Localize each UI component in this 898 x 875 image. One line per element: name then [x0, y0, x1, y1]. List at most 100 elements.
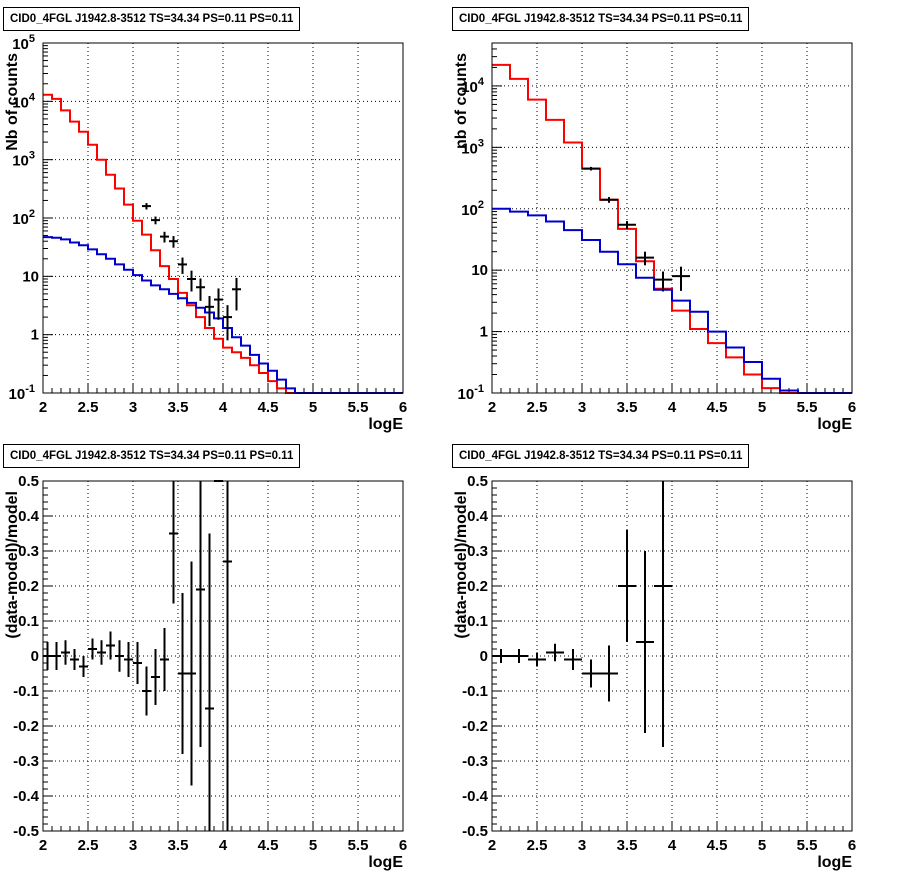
y-tick-label: 103	[12, 150, 35, 170]
y-tick-label: 0	[480, 648, 488, 665]
data-point	[196, 481, 205, 747]
y-tick-label: 104	[461, 76, 485, 96]
data-point	[600, 645, 618, 702]
data-point	[88, 638, 97, 660]
data-point	[160, 628, 169, 691]
data-point	[528, 652, 546, 667]
x-axis-label: logE	[817, 416, 852, 433]
histogram-series-1	[492, 207, 852, 394]
data-point	[492, 649, 510, 663]
chart-panel-3: 2 2.5 3 3.5 4 4.5 5 5.5 6 -0.5 -0.4 -0.3 -0.2 -0.1 0 0.…	[453, 473, 856, 871]
data-point	[178, 257, 187, 274]
y-tick-label: 102	[12, 208, 35, 228]
data-point	[187, 270, 196, 292]
y-axis-label: Nb of counts	[4, 53, 21, 151]
y-axis-label: nb of counts	[453, 53, 470, 149]
data-point	[151, 216, 160, 225]
data-point	[205, 533, 214, 831]
y-tick-label: 0.5	[467, 473, 488, 490]
x-tick-label: 4	[668, 837, 677, 854]
panel-title: CID0_4FGL J1942.8-3512 TS=34.34 PS=0.11 …	[3, 444, 301, 468]
x-tick-label: 2.5	[527, 837, 548, 854]
data-point	[169, 481, 178, 604]
y-tick-label: 0	[31, 648, 39, 665]
data-point	[70, 649, 79, 670]
y-tick-label: -0.5	[13, 823, 39, 840]
y-tick-label: -0.4	[462, 788, 489, 805]
data-point	[618, 221, 636, 229]
x-tick-label: 3	[578, 837, 586, 854]
y-tick-label: -0.2	[462, 718, 488, 735]
panel-title: CID0_4FGL J1942.8-3512 TS=34.34 PS=0.11 …	[452, 444, 750, 468]
data-point	[160, 231, 169, 243]
y-axis-label: (data-model)/model	[4, 491, 21, 639]
y-tick-label: 0.5	[18, 473, 39, 490]
data-point	[169, 236, 178, 248]
y-tick-label: 105	[12, 33, 35, 53]
data-point	[510, 649, 528, 663]
x-tick-label: 6	[848, 837, 856, 854]
y-tick-label: 10	[22, 268, 39, 285]
data-point	[124, 642, 133, 677]
y-tick-label: 0.1	[467, 613, 488, 630]
panel-title: CID0_4FGL J1942.8-3512 TS=34.34 PS=0.11 …	[452, 7, 750, 31]
y-tick-label: -0.3	[13, 753, 39, 770]
x-tick-label: 5.5	[797, 399, 818, 416]
x-tick-label: 2.5	[78, 837, 99, 854]
x-tick-label: 3	[129, 399, 137, 416]
x-tick-label: 2.5	[527, 399, 548, 416]
y-tick-label: 10-1	[458, 383, 484, 403]
y-tick-label: 104	[12, 91, 36, 111]
y-tick-label: 103	[461, 137, 484, 157]
data-point	[636, 251, 654, 266]
data-point	[564, 649, 582, 670]
y-tick-label: 10	[471, 262, 488, 279]
y-tick-label: 0.3	[467, 543, 488, 560]
x-tick-label: 2	[488, 837, 496, 854]
plot-frame	[42, 480, 404, 832]
data-point	[61, 640, 70, 665]
data-point	[654, 481, 672, 747]
x-tick-label: 6	[399, 837, 407, 854]
data-point	[672, 266, 690, 291]
y-axis-label: (data-model)/model	[453, 491, 470, 639]
y-tick-label: 10-1	[9, 383, 35, 403]
chart-panel-0: 2 2.5 3 3.5 4 4.5 5 5.5 6 10-1 1 10 102 103 104 105 logE…	[4, 33, 407, 433]
x-tick-label: 3.5	[617, 837, 638, 854]
x-tick-label: 2	[488, 399, 496, 416]
x-tick-label: 4.5	[258, 837, 279, 854]
x-tick-label: 3.5	[168, 837, 189, 854]
data-point	[546, 643, 564, 662]
x-tick-label: 5.5	[348, 837, 369, 854]
data-point	[43, 642, 52, 670]
x-tick-label: 4	[219, 399, 228, 416]
data-point	[582, 659, 600, 688]
plot-frame	[491, 42, 853, 394]
x-tick-label: 2	[39, 399, 47, 416]
y-tick-label: -0.3	[462, 753, 488, 770]
y-tick-label: 0.2	[467, 578, 488, 595]
data-point	[205, 296, 214, 327]
data-point	[600, 197, 618, 203]
y-tick-label: -0.4	[13, 788, 40, 805]
y-tick-label: 1	[31, 327, 39, 344]
data-point	[79, 656, 88, 677]
y-tick-label: 0.1	[18, 613, 39, 630]
x-tick-label: 3	[578, 399, 586, 416]
data-point	[636, 551, 654, 733]
data-point	[106, 631, 115, 660]
y-tick-label: 1	[480, 324, 488, 341]
x-tick-label: 3.5	[168, 399, 189, 416]
x-tick-label: 4.5	[258, 399, 279, 416]
data-point	[142, 203, 151, 210]
panel-title: CID0_4FGL J1942.8-3512 TS=34.34 PS=0.11 …	[3, 7, 301, 31]
data-point	[582, 166, 600, 171]
data-point	[142, 666, 151, 716]
x-tick-label: 5.5	[797, 837, 818, 854]
x-tick-label: 5	[758, 837, 766, 854]
x-tick-label: 5	[309, 837, 317, 854]
y-tick-label: 0.2	[18, 578, 39, 595]
x-tick-label: 4.5	[707, 837, 728, 854]
x-tick-label: 2.5	[78, 399, 99, 416]
